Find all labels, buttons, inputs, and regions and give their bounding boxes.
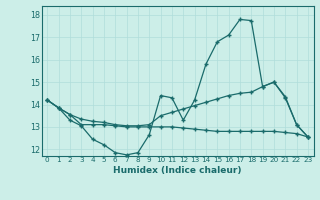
X-axis label: Humidex (Indice chaleur): Humidex (Indice chaleur) [113,166,242,175]
